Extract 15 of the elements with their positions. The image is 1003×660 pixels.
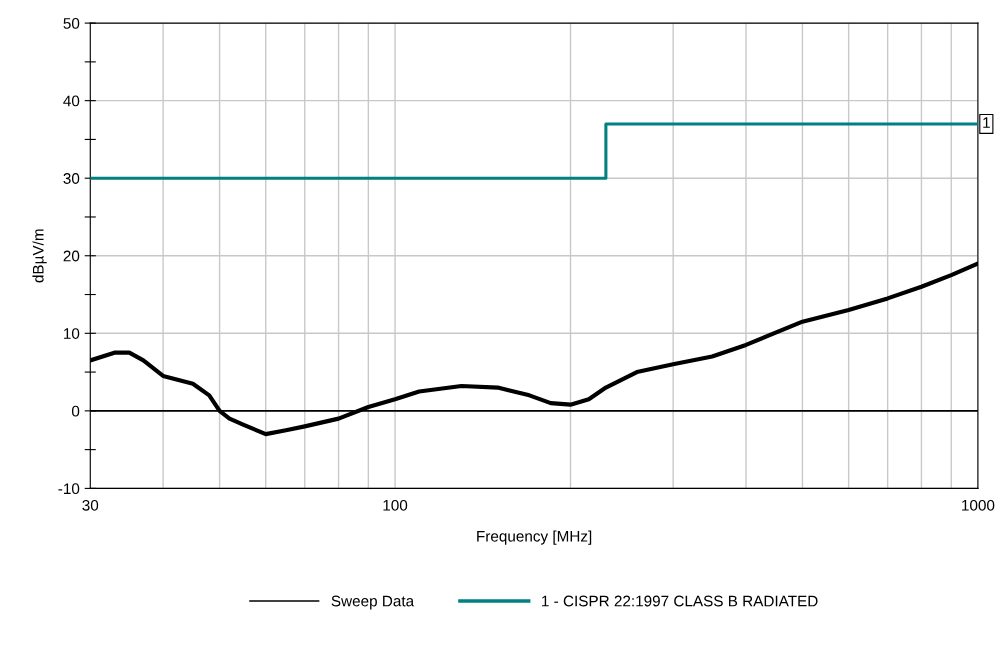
y-tick-label: 10 xyxy=(64,328,80,339)
y-tick-label: 30 xyxy=(63,173,80,184)
x-tick-label: 30 xyxy=(82,499,99,511)
legend-label: Sweep Data xyxy=(331,595,415,610)
y-tick-label: 20 xyxy=(63,250,80,262)
y-tick-label: 0 xyxy=(71,405,80,417)
x-tick-label: 100 xyxy=(383,499,408,511)
x-tick-label: 1000 xyxy=(962,499,995,511)
annotation: 1 xyxy=(983,117,990,128)
y-tick-label: 40 xyxy=(63,95,80,107)
y-tick-label: 50 xyxy=(63,17,80,29)
y-tick-label: -10 xyxy=(58,483,80,495)
x-axis-title: Frequency [MHz] xyxy=(477,530,592,545)
y-axis-title: dBµV/m xyxy=(32,229,47,283)
legend-label: 1 - CISPR 22:1997 CLASS B RADIATED xyxy=(542,595,818,607)
